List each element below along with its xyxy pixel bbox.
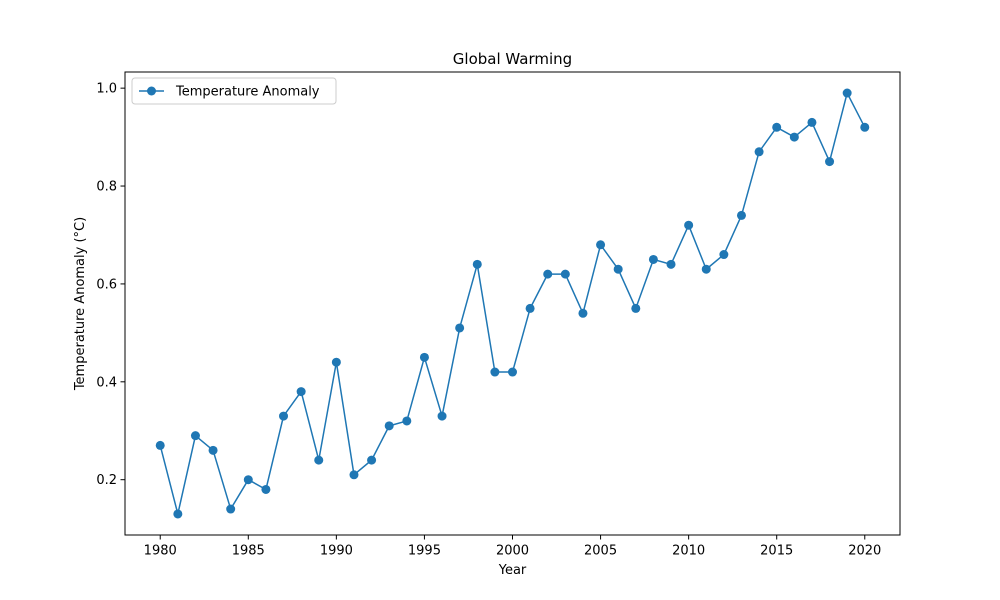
y-tick-label: 0.2 <box>96 473 117 488</box>
data-point-marker <box>279 411 289 421</box>
plot-area-frame <box>124 71 901 536</box>
x-tick-label: 2005 <box>584 544 617 559</box>
x-tick-label: 1980 <box>144 544 177 559</box>
data-point-marker <box>190 431 200 441</box>
data-point-marker <box>719 250 729 260</box>
y-axis-label: Temperature Anomaly (°C) <box>73 217 88 391</box>
chart-title: Global Warming <box>453 50 572 68</box>
data-point-marker <box>648 254 658 264</box>
legend-marker-swatch <box>147 86 156 96</box>
data-point-marker <box>772 122 782 132</box>
data-point-marker <box>508 367 517 377</box>
data-point-marker <box>596 240 606 250</box>
data-point-marker <box>367 455 377 465</box>
data-point-marker <box>560 269 570 279</box>
x-tick-label: 1995 <box>408 544 441 559</box>
data-point-marker <box>825 157 835 167</box>
legend-box <box>131 77 337 105</box>
x-tick-label: 1990 <box>320 544 353 559</box>
data-point-marker <box>789 132 799 142</box>
data-point-marker <box>208 445 218 455</box>
data-point-marker <box>243 475 253 485</box>
data-point-marker <box>860 122 870 132</box>
y-tick-label: 0.8 <box>96 180 117 195</box>
data-point-marker <box>384 421 394 431</box>
data-point-marker <box>613 264 623 274</box>
data-point-marker <box>402 416 412 426</box>
x-axis-label: Year <box>498 563 527 578</box>
data-point-marker <box>578 308 588 318</box>
data-point-marker <box>842 88 852 98</box>
y-tick-label: 1.0 <box>96 82 117 97</box>
data-point-marker <box>666 259 676 269</box>
legend-label: Temperature Anomaly <box>175 85 320 100</box>
data-point-marker <box>314 455 324 465</box>
data-point-marker <box>349 470 359 480</box>
data-point-marker <box>472 259 482 269</box>
data-point-marker <box>543 269 553 279</box>
data-point-marker <box>525 303 535 313</box>
data-point-marker <box>155 440 165 450</box>
data-point-marker <box>419 352 429 362</box>
x-axis-ticks: 1980 1985 1990 1995 2000 2005 2010 2015 2020 <box>144 535 881 559</box>
data-point-marker <box>736 210 746 220</box>
data-point-marker <box>173 509 183 519</box>
series-layer <box>155 88 870 519</box>
x-tick-label: 2000 <box>496 544 529 559</box>
data-point-marker <box>437 411 447 421</box>
data-point-marker <box>631 303 641 313</box>
data-point-marker <box>807 117 817 127</box>
data-point-marker <box>754 147 764 157</box>
x-tick-label: 2015 <box>760 544 793 559</box>
data-point-marker <box>701 264 711 274</box>
x-tick-label: 2020 <box>848 544 881 559</box>
y-tick-label: 0.4 <box>96 375 117 390</box>
x-tick-label: 2010 <box>672 544 705 559</box>
y-axis-ticks: 0.2 0.4 0.6 0.8 1.0 <box>96 82 125 488</box>
data-point-marker <box>490 367 500 377</box>
x-tick-label: 1985 <box>232 544 265 559</box>
legend: Temperature Anomaly <box>131 77 337 105</box>
data-point-marker <box>331 357 341 367</box>
data-point-marker <box>226 504 236 514</box>
y-tick-label: 0.6 <box>96 277 117 292</box>
data-point-marker <box>455 323 465 333</box>
data-point-marker <box>684 220 694 230</box>
data-point-marker <box>296 387 306 397</box>
data-point-marker <box>261 484 271 494</box>
